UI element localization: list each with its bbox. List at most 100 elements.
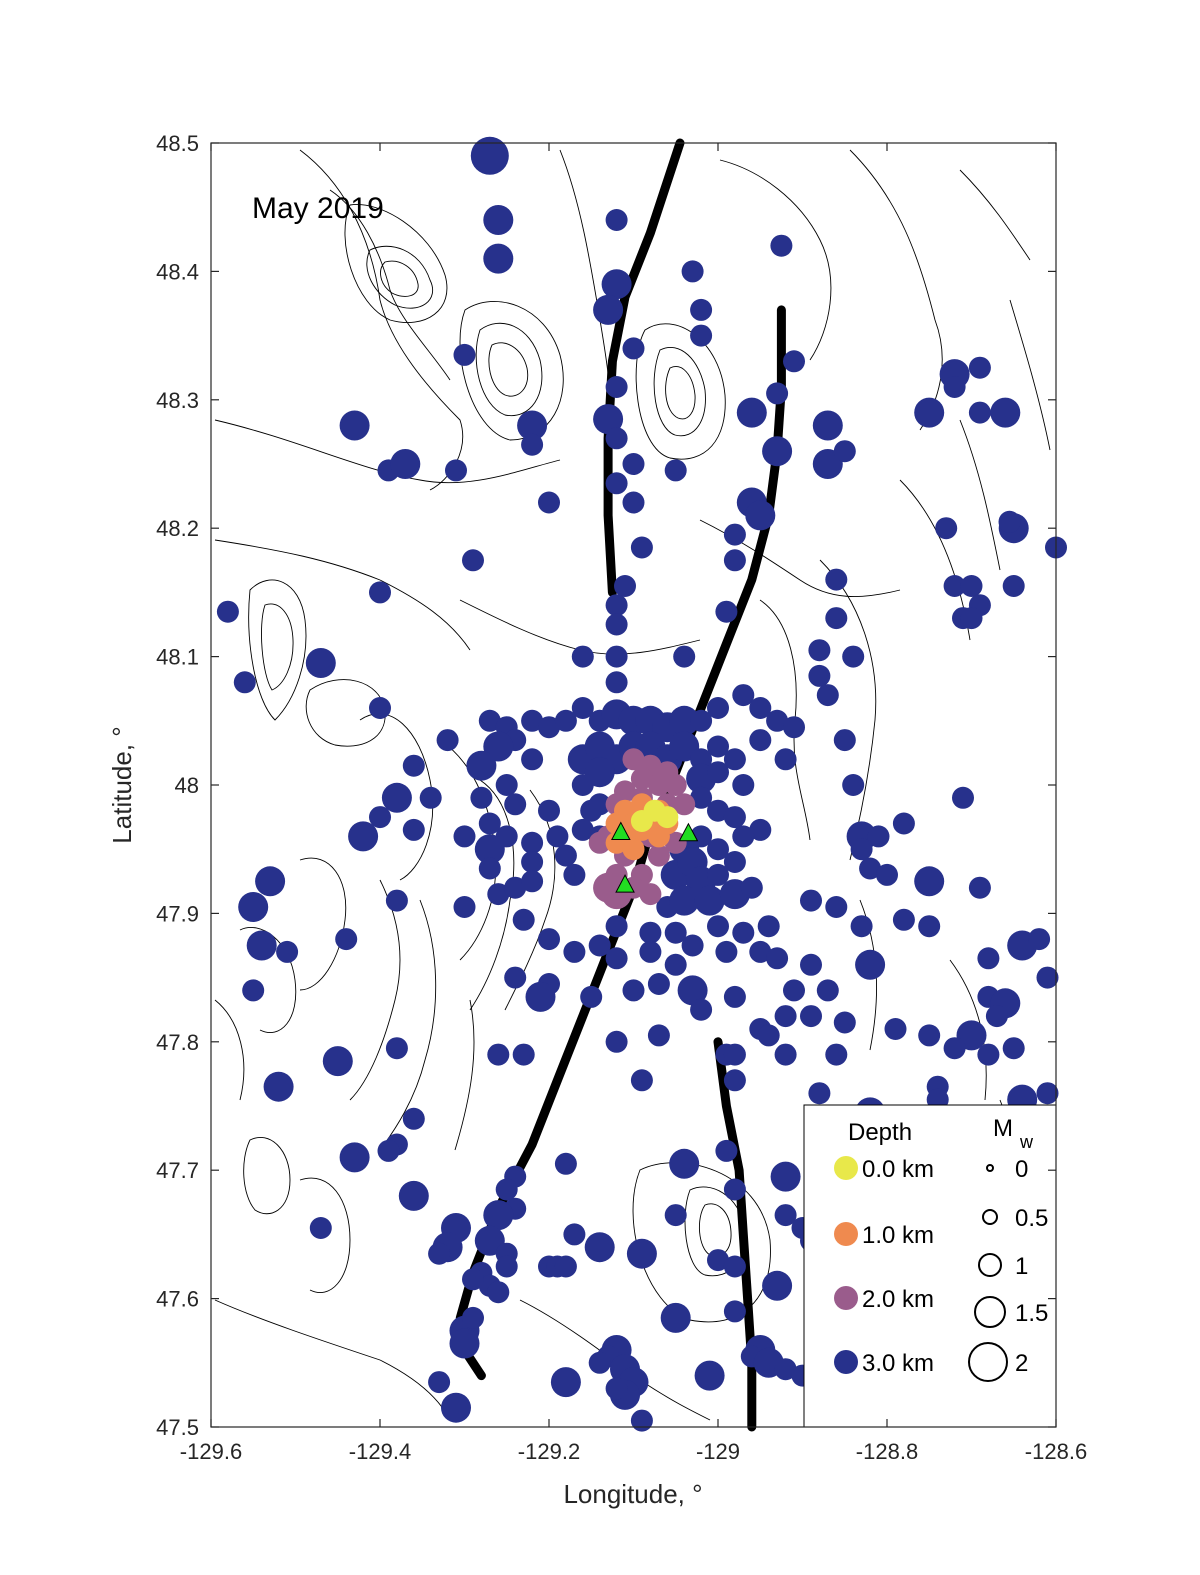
earthquake-point [521, 709, 544, 732]
legend-mag-title: M [993, 1115, 1013, 1142]
bathymetry-contour [459, 301, 564, 441]
y-tick-label: 47.9 [156, 901, 199, 926]
earthquake-point [762, 1270, 793, 1301]
earthquake-point [593, 294, 624, 325]
earthquake-point [521, 433, 544, 456]
earthquake-point [766, 709, 789, 732]
earthquake-point [812, 410, 843, 441]
earthquake-point [605, 613, 628, 636]
earthquake-point [263, 1071, 294, 1102]
earthquake-point [462, 1268, 484, 1291]
earthquake-point [647, 844, 670, 867]
earthquake-point [816, 684, 839, 707]
earthquake-point [571, 645, 594, 668]
earthquake-point [943, 1037, 966, 1060]
earthquake-point [766, 947, 789, 970]
legend-mag-0-marker [986, 1164, 994, 1172]
earthquake-point [563, 863, 586, 886]
earthquake-point [504, 876, 527, 899]
earthquake-point [428, 1242, 451, 1265]
earthquake-point [960, 575, 983, 597]
earthquake-point [825, 568, 848, 591]
earthquake-point [588, 934, 611, 957]
bathymetry-contour [653, 346, 706, 437]
bathymetry-contour [475, 322, 543, 417]
earthquake-point [723, 985, 746, 1008]
earthquake-point [998, 510, 1021, 533]
earthquake-point [605, 645, 628, 668]
earthquake-point [669, 705, 700, 736]
bathymetry-contour [488, 342, 529, 397]
earthquake-point [419, 786, 442, 809]
bathymetry-contour [379, 899, 437, 1151]
legend-depth-2-label: 2.0 km [862, 1286, 934, 1313]
earthquake-point [622, 838, 645, 861]
earthquake-point [466, 750, 497, 781]
earthquake-point [512, 908, 535, 931]
earthquake-point [521, 870, 544, 893]
earthquake-point [369, 806, 391, 829]
earthquake-point [774, 1043, 797, 1066]
earthquake-point [622, 979, 645, 1002]
earthquake-point [740, 876, 763, 899]
earthquake-point [588, 793, 611, 816]
earthquake-point [478, 812, 501, 835]
earthquake-point [470, 136, 509, 175]
legend-mag-05-marker [982, 1209, 998, 1225]
earthquake-point [707, 799, 729, 822]
earthquake-point [605, 209, 628, 231]
earthquake-point [487, 883, 510, 906]
station-triangle [615, 874, 635, 893]
earthquake-point [732, 774, 755, 796]
bathymetry-contour [248, 579, 307, 721]
earthquake-point [774, 1204, 797, 1227]
earthquake-point [825, 896, 848, 918]
bathymetry-contour [819, 559, 877, 861]
earthquake-point [833, 1011, 856, 1034]
earthquake-point [554, 1152, 577, 1175]
earthquake-point [736, 397, 767, 428]
earthquake-point [715, 600, 738, 623]
earthquake-point [914, 397, 945, 428]
legend-mag-15-marker [974, 1296, 1006, 1328]
earthquake-point [968, 876, 991, 899]
earthquake-point [723, 1300, 746, 1323]
x-tick-label: -129 [696, 1439, 740, 1464]
earthquake-point [833, 440, 856, 463]
earthquake-point [770, 1161, 801, 1192]
earthquake-point [723, 1178, 746, 1201]
earthquake-point [850, 838, 873, 861]
earthquake-point [441, 1392, 471, 1423]
earthquake-point [968, 356, 991, 379]
earthquake-point [639, 921, 662, 944]
earthquake-point [855, 949, 886, 980]
earthquake-point [305, 648, 336, 678]
x-axis: -129.6 -129.4 -129.2 -129 -128.8 -128.6 [180, 143, 1087, 1464]
earthquake-point [715, 940, 738, 963]
earthquake-point [584, 757, 615, 788]
earthquake-point [238, 892, 269, 922]
earthquake-point [605, 472, 628, 495]
panel-label: May 2019 [252, 192, 384, 225]
legend-mag-0-label: 0 [1015, 1156, 1028, 1183]
y-tick-label: 48 [175, 773, 199, 798]
bathymetry-contour [469, 779, 515, 1011]
earthquake-point [808, 639, 831, 662]
earthquake-point [521, 748, 544, 771]
earthquake-point [707, 697, 729, 719]
earthquake-point [605, 1377, 628, 1400]
earthquake-point [808, 1082, 831, 1105]
station-triangle [610, 821, 631, 841]
earthquake-point [749, 940, 772, 963]
legend-mag-subscript: w [1019, 1132, 1034, 1152]
bathymetry-contour [849, 149, 943, 431]
earthquake-point [876, 863, 898, 886]
y-tick-label: 48.3 [156, 388, 199, 413]
bathymetry-contour [214, 539, 471, 651]
earthquake-point [690, 324, 713, 347]
earthquake-point [483, 1200, 514, 1231]
earthquake-point [749, 818, 772, 841]
earthquake-point [242, 979, 265, 1002]
earthquake-point [630, 767, 653, 790]
earthquake-point [656, 806, 679, 829]
